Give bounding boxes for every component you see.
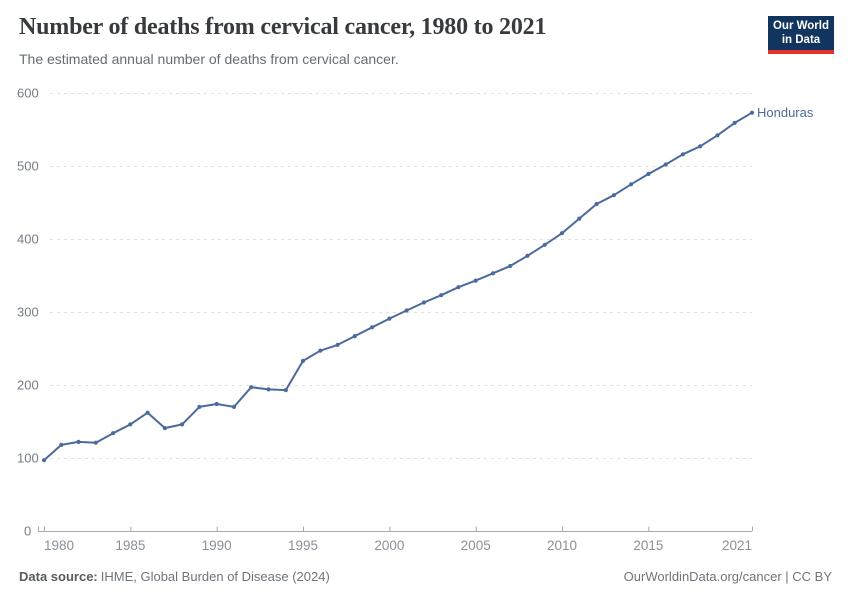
data-point-marker xyxy=(352,334,357,339)
x-tick-label: 1980 xyxy=(44,538,74,553)
data-point-marker xyxy=(335,342,340,347)
y-tick-label: 300 xyxy=(17,305,39,320)
data-point-marker xyxy=(180,422,185,427)
data-point-marker xyxy=(300,358,306,363)
data-point-marker xyxy=(318,348,323,353)
data-point-marker xyxy=(249,385,254,390)
data-point-marker xyxy=(749,110,755,115)
data-point-marker xyxy=(715,133,720,138)
y-tick-label: 500 xyxy=(17,159,39,174)
data-point-marker xyxy=(404,308,409,313)
data-point-marker xyxy=(197,404,202,409)
x-tick-label: 2005 xyxy=(461,538,491,553)
data-point-marker xyxy=(214,401,219,407)
data-point-marker xyxy=(421,300,426,305)
series-end-label: Honduras xyxy=(757,105,814,120)
data-point-marker xyxy=(439,293,444,298)
data-source-text: IHME, Global Burden of Disease (2024) xyxy=(100,569,330,584)
data-point-marker xyxy=(41,458,47,463)
data-source: Data source: IHME, Global Burden of Disea… xyxy=(19,569,330,584)
data-point-marker xyxy=(145,410,150,415)
data-point-marker xyxy=(559,231,565,236)
data-point-marker xyxy=(283,388,288,393)
data-source-label: Data source: xyxy=(19,569,98,584)
data-point-marker xyxy=(76,439,81,444)
owid-logo-line1: Our World xyxy=(772,20,829,32)
data-point-marker xyxy=(370,325,375,330)
chart-subtitle: The estimated annual number of deaths fr… xyxy=(19,51,399,67)
data-point-marker xyxy=(473,278,478,283)
data-point-marker xyxy=(542,242,547,247)
data-point-marker xyxy=(594,201,599,207)
x-tick-label: 1995 xyxy=(288,538,318,553)
x-tick-label: 2010 xyxy=(547,538,577,553)
data-point-marker xyxy=(490,271,496,276)
data-point-marker xyxy=(732,120,737,125)
y-tick-label: 0 xyxy=(24,524,31,539)
x-tick-label: 1990 xyxy=(202,538,232,553)
data-point-marker xyxy=(525,253,530,258)
data-point-marker xyxy=(128,422,133,427)
data-point-marker xyxy=(456,285,461,290)
data-point-marker xyxy=(387,316,392,321)
data-point-marker xyxy=(508,263,513,269)
data-point-marker xyxy=(162,426,167,431)
y-tick-label: 600 xyxy=(17,86,39,101)
x-tick-label: 2021 xyxy=(722,538,752,553)
credit-link: OurWorldinData.org/cancer | CC BY xyxy=(623,569,832,584)
owid-logo-line2: in Data xyxy=(781,34,821,47)
data-point-marker xyxy=(93,440,98,445)
data-point-marker xyxy=(231,404,237,409)
series-line xyxy=(43,111,753,462)
data-point-marker xyxy=(266,387,271,392)
data-point-marker xyxy=(680,152,686,157)
data-point-marker xyxy=(629,182,634,187)
data-point-marker xyxy=(611,193,617,198)
data-point-marker xyxy=(577,216,582,221)
data-point-marker xyxy=(111,431,116,436)
y-tick-label: 400 xyxy=(17,232,39,247)
data-point-marker xyxy=(59,442,64,447)
x-tick-label: 1985 xyxy=(115,538,145,553)
x-tick-label: 2015 xyxy=(633,538,663,553)
owid-logo: Our World in Data xyxy=(768,16,834,55)
data-point-marker xyxy=(646,171,651,177)
data-point-marker xyxy=(698,144,703,149)
y-tick-label: 200 xyxy=(17,378,39,393)
page-title: Number of deaths from cervical cancer, 1… xyxy=(19,14,547,40)
x-tick-label: 2000 xyxy=(374,538,404,553)
y-tick-label: 100 xyxy=(17,451,39,466)
data-point-marker xyxy=(663,162,668,167)
